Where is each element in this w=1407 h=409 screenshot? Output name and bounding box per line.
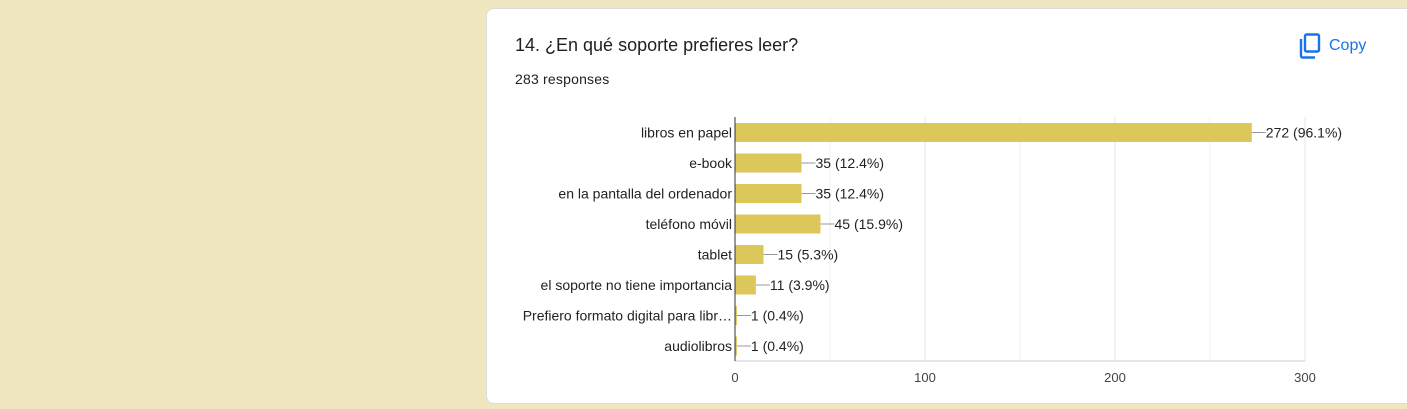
data-label: 1 (0.4%) <box>751 308 804 324</box>
x-tick-label: 300 <box>1294 370 1316 385</box>
data-label: 15 (5.3%) <box>778 247 839 263</box>
category-label: Prefiero formato digital para libr… <box>523 308 732 324</box>
x-tick-label: 0 <box>731 370 738 385</box>
question-card: 14. ¿En qué soporte prefieres leer? 283 … <box>486 8 1407 404</box>
x-tick-label: 100 <box>914 370 936 385</box>
copy-button[interactable]: Copy <box>1293 29 1372 63</box>
bar-6[interactable] <box>735 306 737 325</box>
bar-5[interactable] <box>735 275 756 295</box>
data-label: 35 (12.4%) <box>816 186 884 202</box>
category-label: teléfono móvil <box>646 216 732 232</box>
copy-label: Copy <box>1329 37 1367 54</box>
x-tick-label: 200 <box>1104 370 1126 385</box>
category-label: e-book <box>689 155 733 171</box>
bar-4[interactable] <box>735 245 764 264</box>
bar-0[interactable] <box>735 123 1252 142</box>
copy-icon <box>1299 33 1321 59</box>
category-label: audiolibros <box>664 338 732 354</box>
category-label: el soporte no tiene importancia <box>541 277 733 293</box>
bar-7[interactable] <box>735 336 737 356</box>
category-label: en la pantalla del ordenador <box>558 186 732 202</box>
category-label: tablet <box>698 247 732 263</box>
question-title: 14. ¿En qué soporte prefieres leer? <box>515 35 799 55</box>
bar-2[interactable] <box>735 184 802 203</box>
category-label: libros en papel <box>641 125 732 141</box>
response-count: 283 responses <box>515 71 610 87</box>
data-label: 1 (0.4%) <box>751 338 804 354</box>
data-label: 11 (3.9%) <box>770 277 830 293</box>
bar-1[interactable] <box>735 153 802 173</box>
bar-3[interactable] <box>735 214 821 234</box>
data-label: 272 (96.1%) <box>1266 125 1342 141</box>
data-label: 45 (15.9%) <box>835 216 903 232</box>
data-label: 35 (12.4%) <box>816 155 884 171</box>
